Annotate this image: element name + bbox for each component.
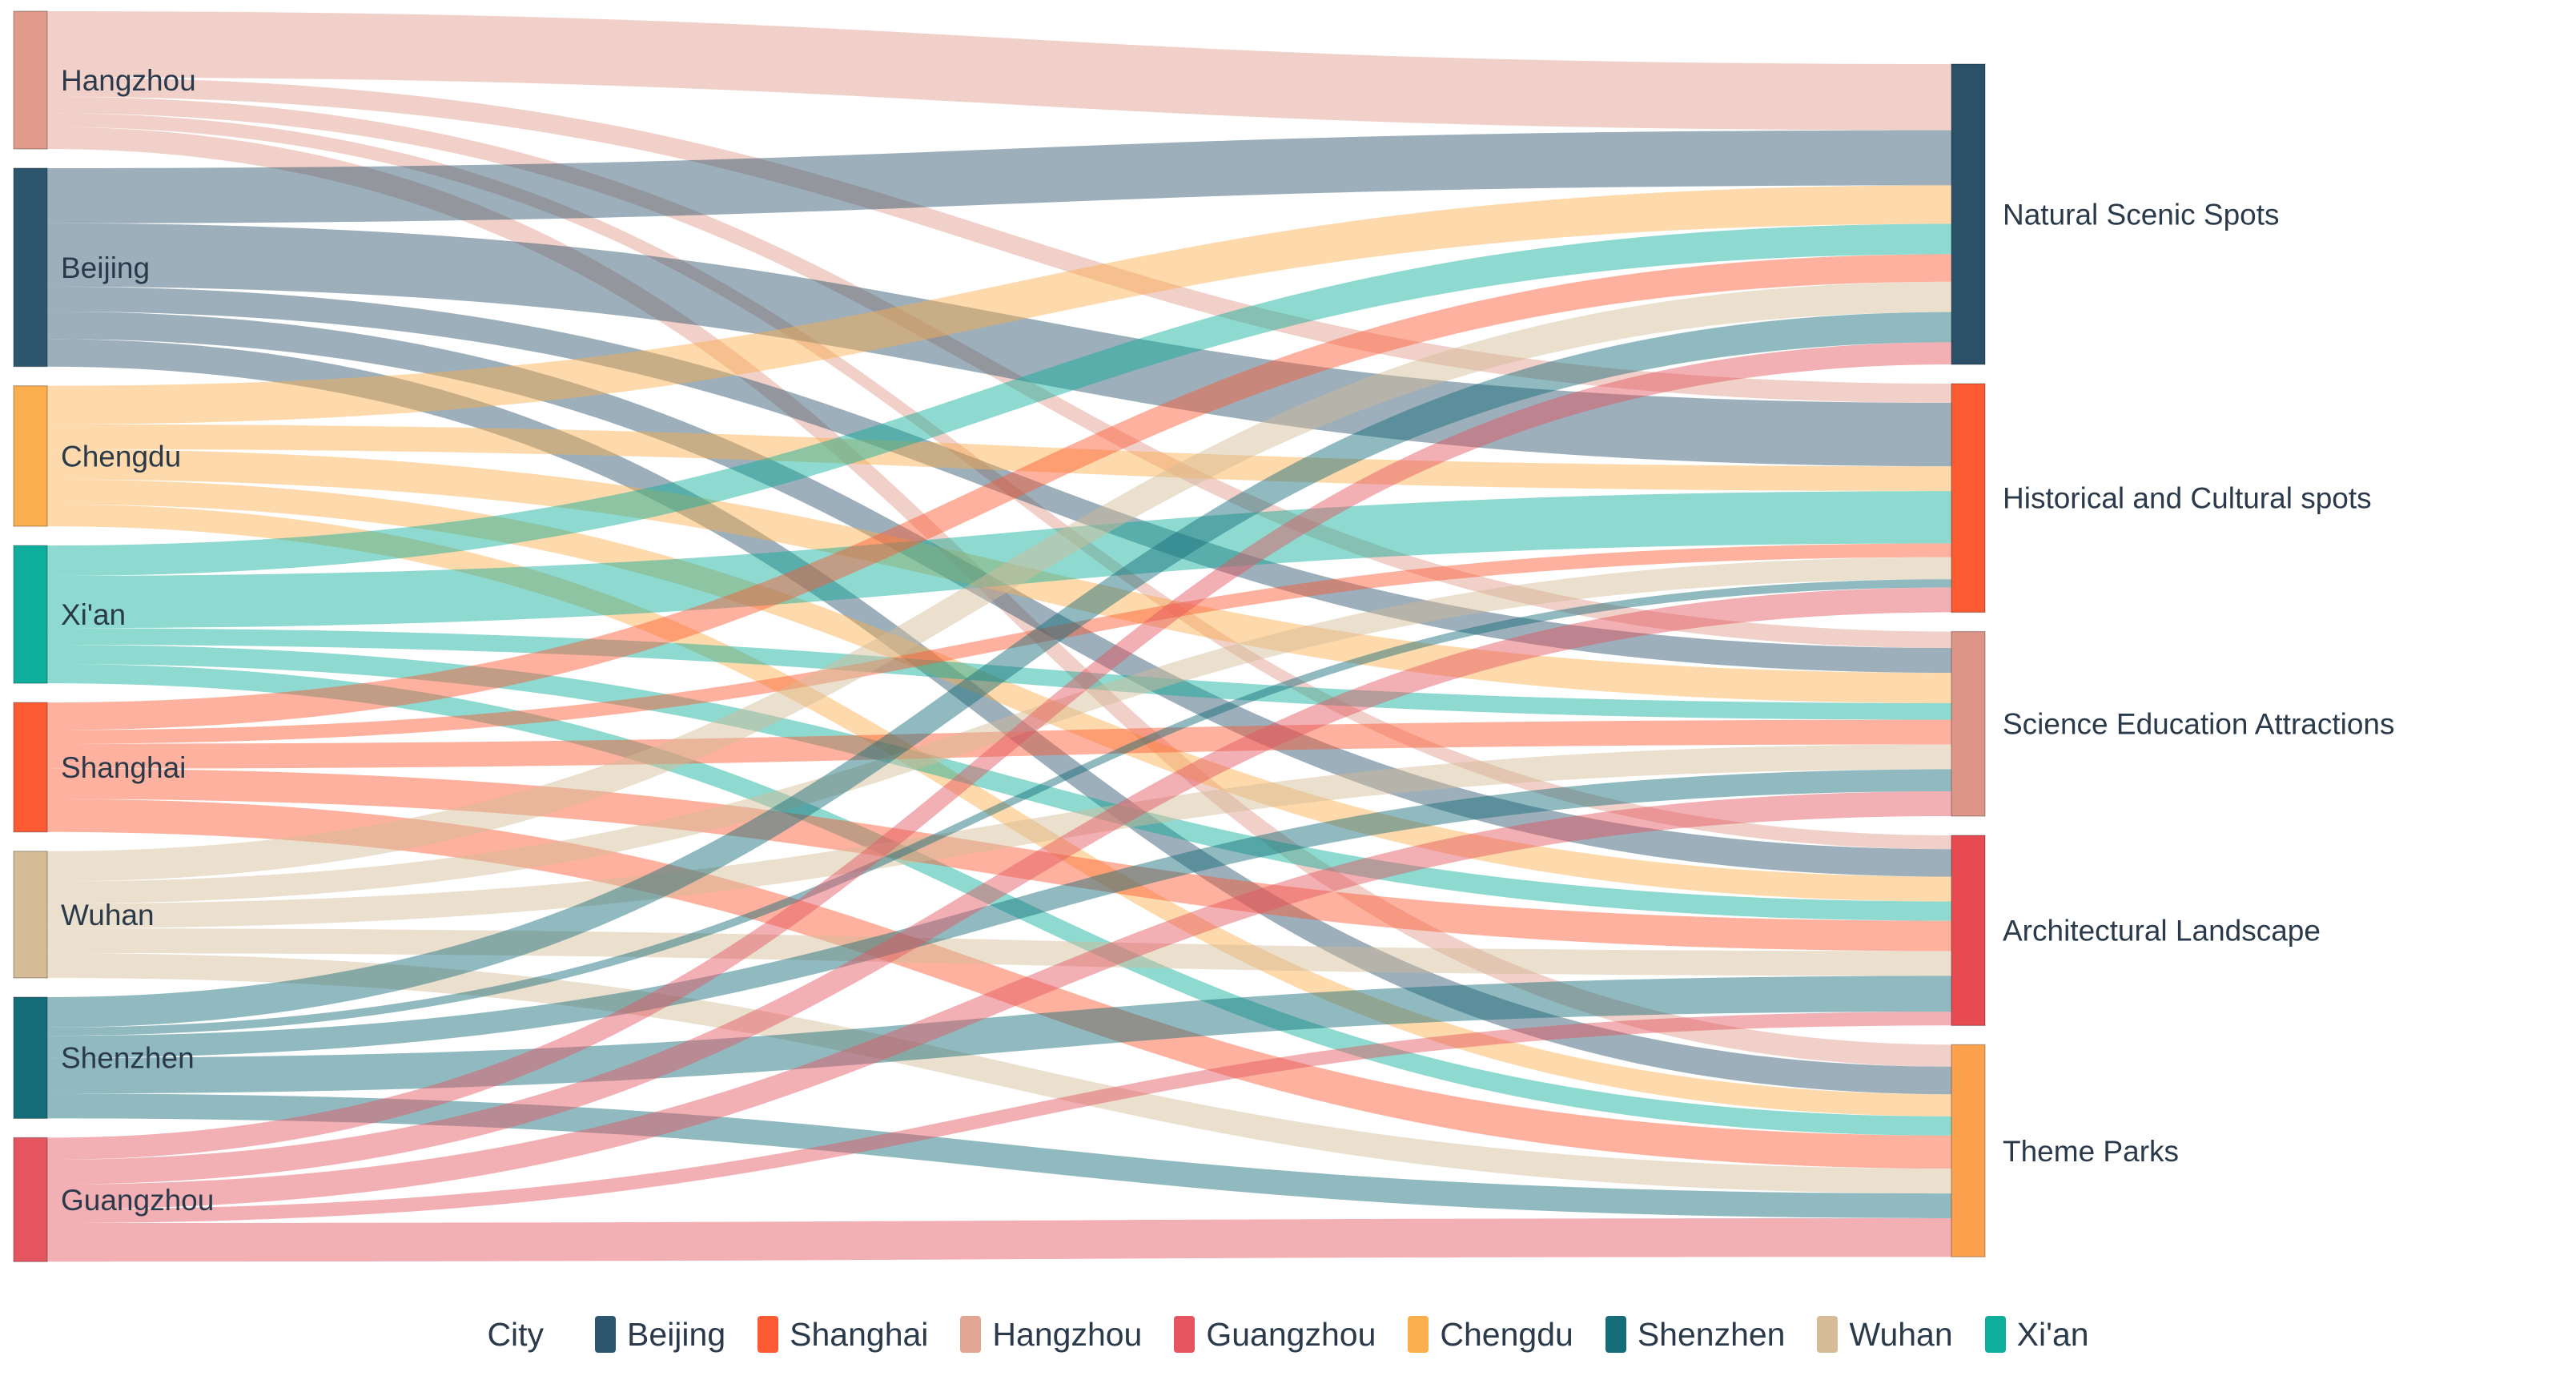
node-shenzhen[interactable] [13, 996, 48, 1119]
link-chengdu-to-natural-scenic-spots[interactable] [47, 185, 1951, 424]
legend-swatch-wuhan [1817, 1316, 1839, 1353]
link-hangzhou-to-architectural-landscape[interactable] [47, 113, 1951, 850]
link-guangzhou-to-natural-scenic-spots[interactable] [47, 342, 1951, 1160]
link-shenzhen-to-natural-scenic-spots[interactable] [47, 312, 1951, 1028]
node-historical-and-cultural-spots[interactable] [1951, 383, 1986, 614]
legend-item-hangzhou[interactable]: Hangzhou [960, 1316, 1142, 1354]
link-xi-an-to-natural-scenic-spots[interactable] [47, 223, 1951, 577]
node-label-shenzhen: Shenzhen [61, 1042, 195, 1075]
legend-item-beijing[interactable]: Beijing [595, 1316, 725, 1354]
node-label-natural-scenic-spots: Natural Scenic Spots [2003, 199, 2280, 231]
node-label-chengdu: Chengdu [61, 440, 181, 473]
link-xi-an-to-architectural-landscape[interactable] [47, 645, 1951, 921]
legend-title: City [487, 1315, 545, 1353]
link-shenzhen-to-architectural-landscape[interactable] [47, 976, 1951, 1094]
link-guangzhou-to-architectural-landscape[interactable] [47, 1012, 1951, 1223]
legend-swatch-shenzhen [1605, 1316, 1626, 1353]
link-chengdu-to-historical-and-cultural-spots[interactable] [47, 424, 1951, 492]
legend-item-label: Shenzhen [1637, 1315, 1786, 1353]
link-guangzhou-to-historical-and-cultural-spots[interactable] [47, 587, 1951, 1185]
legend-item-label: Xi'an [2016, 1315, 2089, 1353]
node-label-historical-and-cultural-spots: Historical and Cultural spots [2003, 482, 2372, 515]
node-label-guangzhou: Guangzhou [61, 1184, 214, 1217]
node-science-education-attractions[interactable] [1951, 630, 1986, 817]
link-shanghai-to-natural-scenic-spots[interactable] [47, 254, 1951, 730]
link-xi-an-to-theme-parks[interactable] [47, 664, 1951, 1136]
legend-item-label: Wuhan [1849, 1315, 1953, 1353]
legend-item-label: Shanghai [790, 1315, 929, 1353]
link-xi-an-to-historical-and-cultural-spots[interactable] [47, 491, 1951, 629]
link-guangzhou-to-theme-parks[interactable] [47, 1218, 1951, 1262]
legend-item-label: Guangzhou [1206, 1315, 1376, 1353]
legend-item-wuhan[interactable]: Wuhan [1817, 1315, 1953, 1354]
link-wuhan-to-theme-parks[interactable] [47, 953, 1951, 1194]
link-hangzhou-to-historical-and-cultural-spots[interactable] [47, 77, 1951, 403]
node-label-science-education-attractions: Science Education Attractions [2003, 708, 2395, 741]
node-label-xi-an: Xi'an [61, 598, 126, 631]
legend-item-label: Hangzhou [992, 1315, 1143, 1353]
node-label-hangzhou: Hangzhou [61, 64, 196, 97]
node-chengdu[interactable] [13, 385, 48, 527]
legend-item-shenzhen[interactable]: Shenzhen [1605, 1315, 1786, 1354]
link-chengdu-to-theme-parks[interactable] [47, 504, 1951, 1116]
node-beijing[interactable] [13, 167, 48, 368]
legend-swatch-guangzhou [1174, 1316, 1196, 1353]
link-wuhan-to-natural-scenic-spots[interactable] [47, 281, 1951, 882]
link-shanghai-to-architectural-landscape[interactable] [47, 768, 1951, 952]
legend-item-shanghai[interactable]: Shanghai [758, 1316, 928, 1354]
link-xi-an-to-science-education-attractions[interactable] [47, 628, 1951, 720]
node-theme-parks[interactable] [1951, 1044, 1986, 1257]
link-shenzhen-to-historical-and-cultural-spots[interactable] [47, 579, 1951, 1036]
link-hangzhou-to-science-education-attractions[interactable] [47, 96, 1951, 649]
node-guangzhou[interactable] [13, 1137, 48, 1262]
link-shanghai-to-science-education-attractions[interactable] [47, 719, 1951, 769]
link-shenzhen-to-theme-parks[interactable] [47, 1093, 1951, 1218]
legend-item-chengdu[interactable]: Chengdu [1408, 1316, 1573, 1354]
link-wuhan-to-architectural-landscape[interactable] [47, 928, 1951, 976]
legend-item-label: Chengdu [1440, 1315, 1573, 1353]
link-hangzhou-to-theme-parks[interactable] [47, 127, 1951, 1067]
link-guangzhou-to-science-education-attractions[interactable] [47, 791, 1951, 1209]
legend: City Beijing Shanghai Hangzhou Guangzhou Che… [0, 1302, 2576, 1366]
node-xi-an[interactable] [13, 545, 48, 684]
node-label-shanghai: Shanghai [61, 751, 186, 784]
legend-item-label: Beijing [627, 1315, 726, 1353]
link-hangzhou-to-natural-scenic-spots[interactable] [47, 11, 1951, 131]
link-beijing-to-science-education-attractions[interactable] [47, 286, 1951, 674]
node-hangzhou[interactable] [13, 10, 48, 150]
legend-swatch-shanghai [758, 1316, 779, 1353]
node-architectural-landscape[interactable] [1951, 835, 1986, 1026]
link-shanghai-to-historical-and-cultural-spots[interactable] [47, 543, 1951, 744]
legend-swatch-beijing [595, 1316, 617, 1353]
node-label-wuhan: Wuhan [61, 899, 155, 931]
node-natural-scenic-spots[interactable] [1951, 63, 1986, 365]
link-beijing-to-natural-scenic-spots[interactable] [47, 130, 1951, 223]
legend-swatch-hangzhou [960, 1316, 982, 1353]
legend-swatch-xi-an [1984, 1316, 2006, 1353]
legend-swatch-chengdu [1408, 1316, 1429, 1353]
link-shenzhen-to-science-education-attractions[interactable] [47, 769, 1951, 1058]
legend-item-guangzhou[interactable]: Guangzhou [1174, 1316, 1376, 1354]
node-label-beijing: Beijing [61, 251, 150, 284]
node-shanghai[interactable] [13, 702, 48, 833]
link-wuhan-to-science-education-attractions[interactable] [47, 744, 1951, 929]
legend-item-xi-an[interactable]: Xi'an [1984, 1315, 2089, 1354]
link-chengdu-to-science-education-attractions[interactable] [47, 449, 1951, 703]
link-beijing-to-historical-and-cultural-spots[interactable] [47, 223, 1951, 467]
link-beijing-to-architectural-landscape[interactable] [47, 311, 1951, 877]
link-wuhan-to-historical-and-cultural-spots[interactable] [47, 557, 1951, 904]
node-wuhan[interactable] [13, 851, 48, 979]
link-beijing-to-theme-parks[interactable] [47, 339, 1951, 1095]
link-shanghai-to-theme-parks[interactable] [47, 799, 1951, 1169]
link-chengdu-to-architectural-landscape[interactable] [47, 479, 1951, 902]
node-label-architectural-landscape: Architectural Landscape [2003, 915, 2321, 947]
legend-items: Beijing Shanghai Hangzhou Guangzhou Chengdu S… [595, 1316, 2089, 1354]
node-label-theme-parks: Theme Parks [2003, 1135, 2179, 1168]
